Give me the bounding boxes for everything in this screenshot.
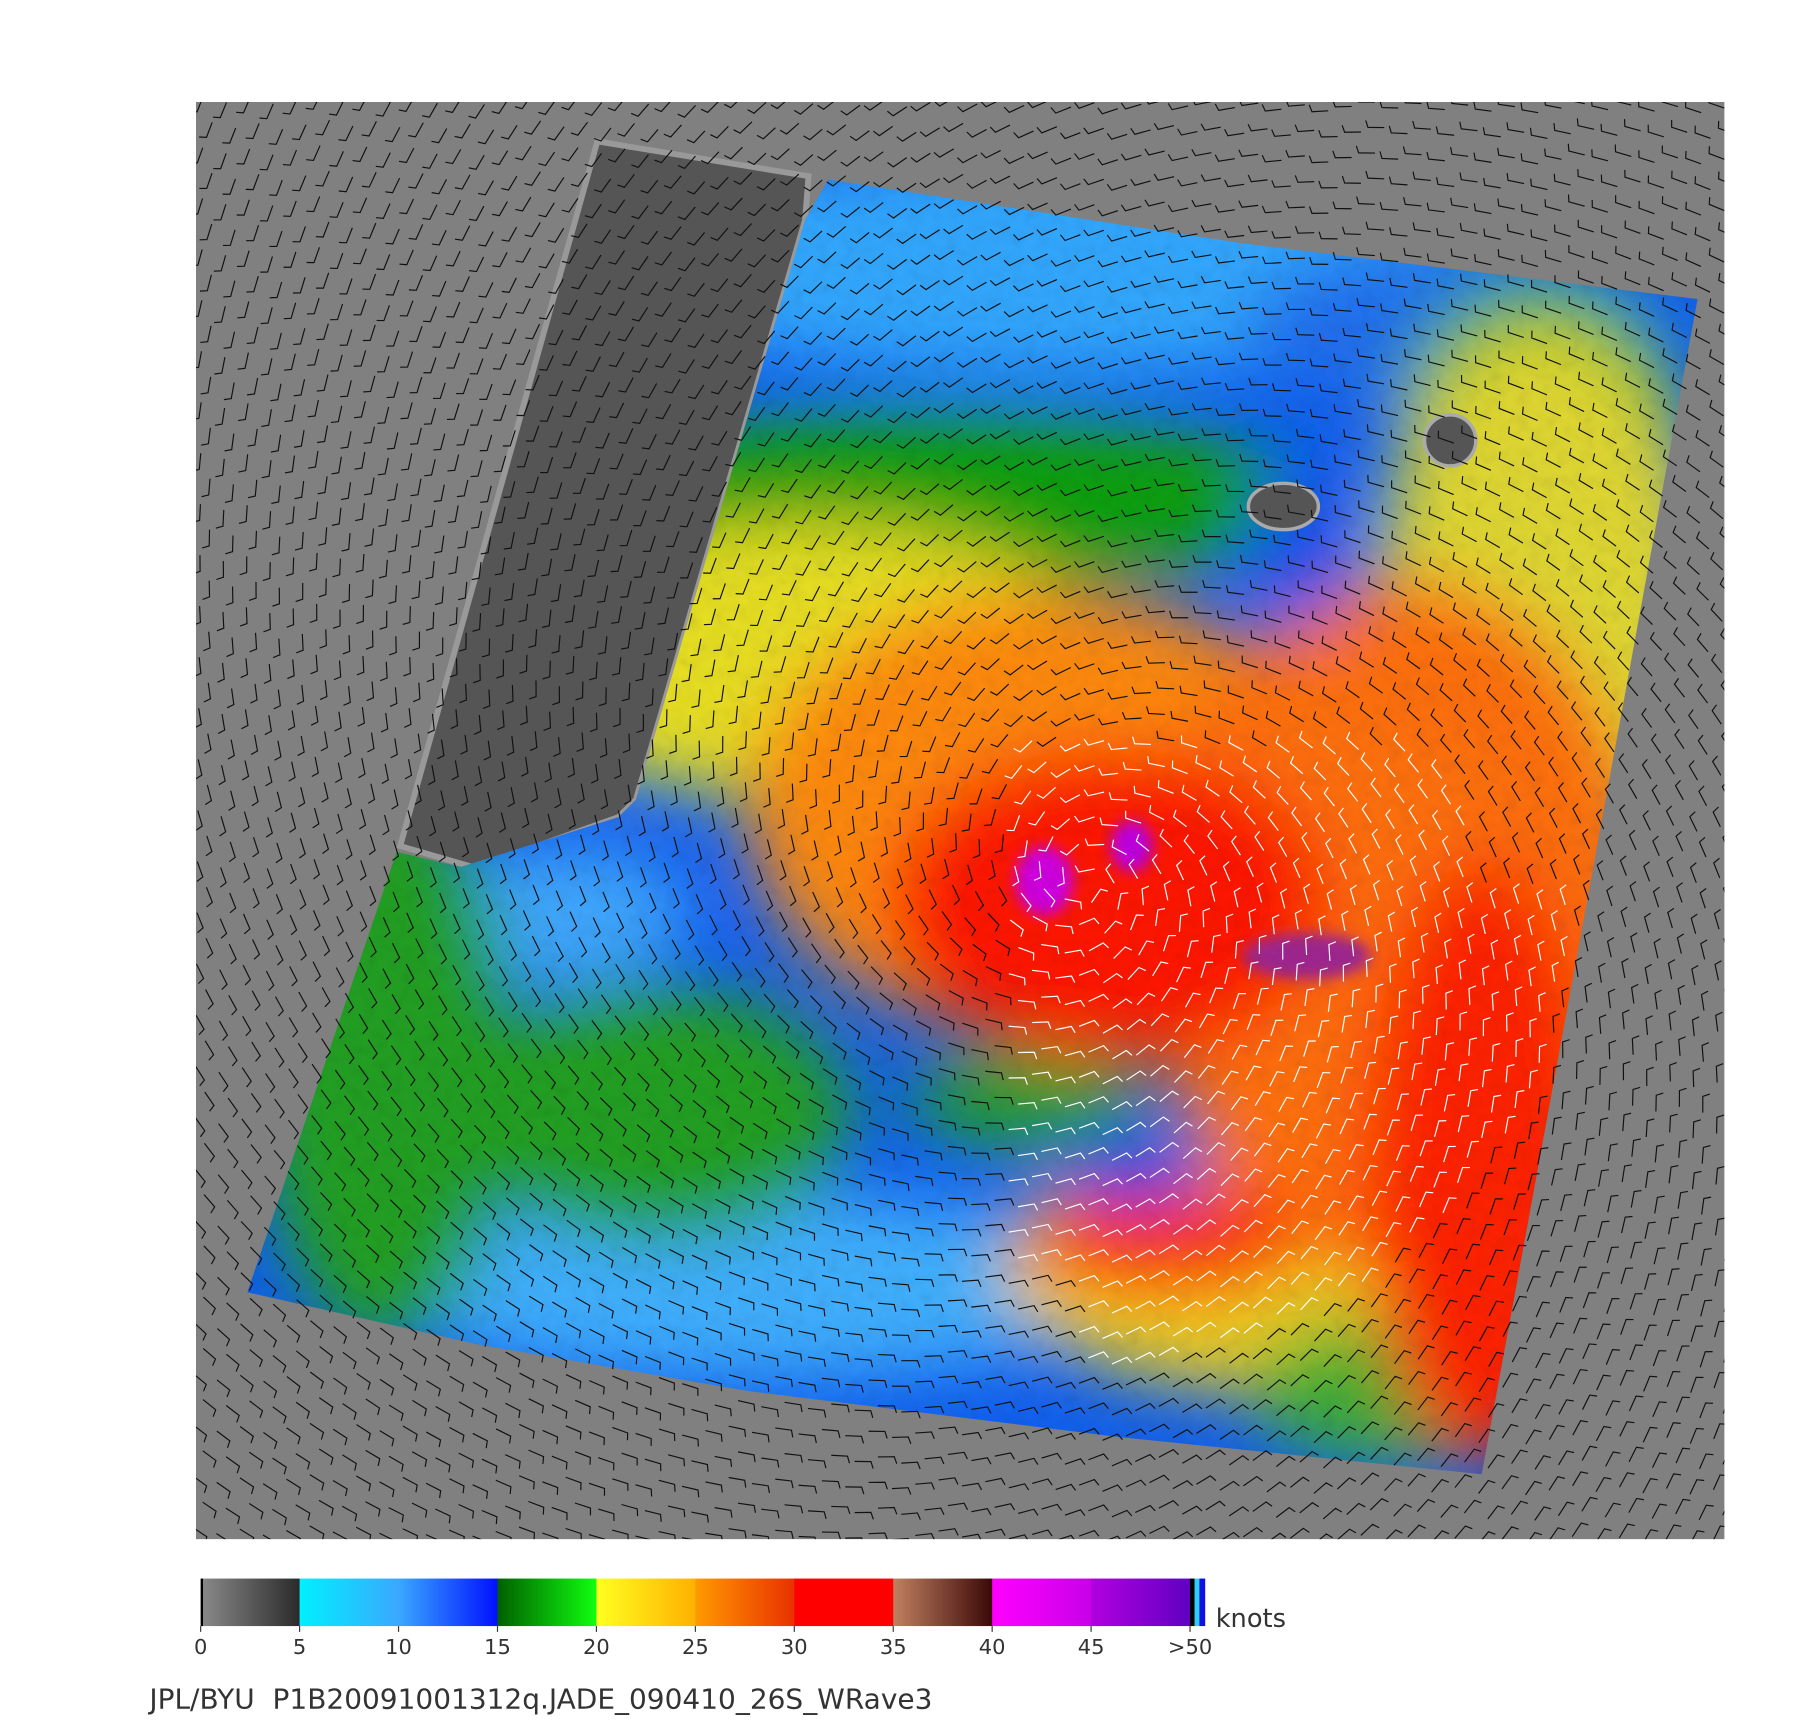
colorbar-segment: [992, 1578, 1092, 1627]
colorbar-tick-label: 45: [1078, 1635, 1105, 1659]
caption: JPL/BYU P1B20091001312q.JADE_090410_26S_…: [147, 1682, 932, 1715]
colorbar-tick-label: 10: [385, 1635, 412, 1659]
colorbar: 0 5 10 15 20 25 30 35 40 45 >50: [194, 1578, 1212, 1659]
colorbar-tick-label: >50: [1168, 1635, 1212, 1659]
wind-barbs: [196, 101, 1725, 1540]
colorbar-segment: [1091, 1578, 1191, 1627]
map-layer: 0 5 10 15 20 25 30 35 40 45 >50 knots JPL/BYU P1B2…: [147, 101, 1725, 1715]
colorbar-segment: [893, 1578, 993, 1627]
colorbar-tick-label: 35: [880, 1635, 907, 1659]
colorbar-tick-label: 5: [293, 1635, 306, 1659]
colorbar-segment: [695, 1578, 795, 1627]
colorbar-tick-label: 15: [484, 1635, 511, 1659]
colorbar-segment: [497, 1578, 598, 1627]
colorbar-tick-label: 40: [979, 1635, 1006, 1659]
colorbar-tick-label: 0: [194, 1635, 207, 1659]
colorbar-segment: [200, 1578, 301, 1627]
colorbar-tick-label: 20: [583, 1635, 610, 1659]
colorbar-segment: [794, 1578, 894, 1627]
colorbar-tick-label: 30: [781, 1635, 808, 1659]
colorbar-unit: knots: [1216, 1604, 1286, 1634]
colorbar-segment: [299, 1578, 400, 1627]
colorbar-segment: [596, 1578, 696, 1627]
colorbar-tick-label: 25: [682, 1635, 709, 1659]
colorbar-segment: [398, 1578, 499, 1627]
